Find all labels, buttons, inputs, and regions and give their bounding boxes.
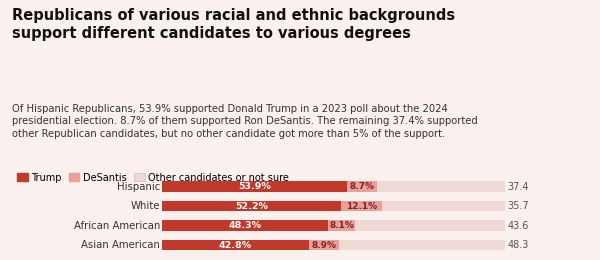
Legend: Trump, DeSantis, Other candidates or not sure: Trump, DeSantis, Other candidates or not… <box>17 173 289 183</box>
Bar <box>377 181 505 192</box>
Text: African American: African American <box>74 220 160 231</box>
Bar <box>162 201 341 211</box>
Text: Of Hispanic Republicans, 53.9% supported Donald Trump in a 2023 poll about the 2: Of Hispanic Republicans, 53.9% supported… <box>12 104 478 139</box>
Text: 8.1%: 8.1% <box>329 221 354 230</box>
Bar <box>162 240 309 250</box>
Text: 53.9%: 53.9% <box>238 182 271 191</box>
Bar <box>347 181 377 192</box>
Bar <box>341 201 382 211</box>
Text: 48.3: 48.3 <box>508 240 529 250</box>
Text: 12.1%: 12.1% <box>346 202 377 211</box>
Text: 42.8%: 42.8% <box>219 240 252 250</box>
Text: 35.7: 35.7 <box>508 201 529 211</box>
Text: Republicans of various racial and ethnic backgrounds
support different candidate: Republicans of various racial and ethnic… <box>12 8 455 41</box>
Text: White: White <box>131 201 160 211</box>
Bar <box>355 220 505 231</box>
Bar <box>162 181 347 192</box>
Bar <box>382 201 505 211</box>
Bar <box>162 220 328 231</box>
Bar <box>328 220 355 231</box>
Bar <box>339 240 505 250</box>
Text: 37.4: 37.4 <box>508 181 529 192</box>
Text: 52.2%: 52.2% <box>235 202 268 211</box>
Text: Asian American: Asian American <box>82 240 160 250</box>
Bar <box>309 240 339 250</box>
Text: Hispanic: Hispanic <box>117 181 160 192</box>
Text: 8.9%: 8.9% <box>311 240 337 250</box>
Text: 48.3%: 48.3% <box>229 221 262 230</box>
Text: 8.7%: 8.7% <box>349 182 374 191</box>
Text: 43.6: 43.6 <box>508 220 529 231</box>
